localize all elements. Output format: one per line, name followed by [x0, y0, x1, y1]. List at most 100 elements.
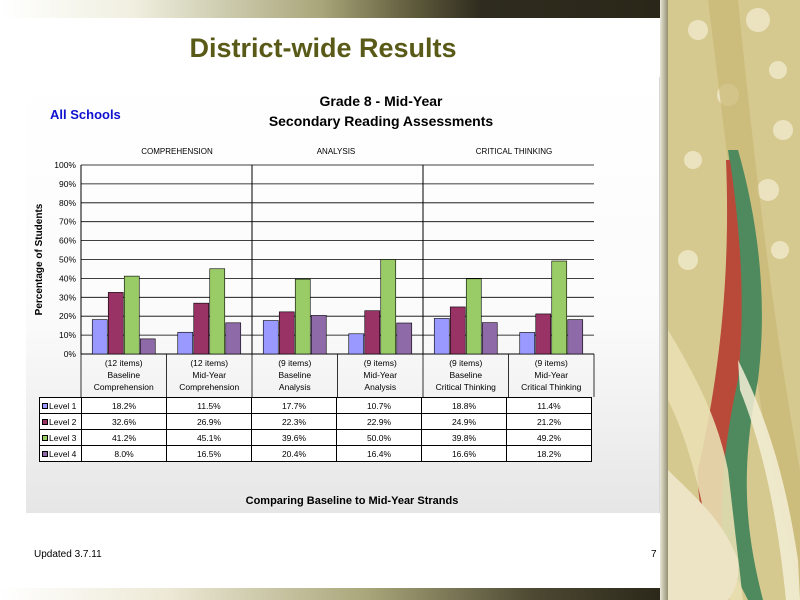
- chart-title: Grade 8 - Mid-Year: [319, 93, 443, 109]
- data-label: 18.2%: [81, 397, 167, 414]
- slide-title: District-wide Results: [189, 33, 457, 63]
- data-label: 22.9%: [336, 413, 422, 430]
- category-label: Analysis: [364, 382, 396, 392]
- data-label: 50.0%: [336, 429, 422, 446]
- category-label: (12 items): [190, 358, 228, 368]
- bottom-decorative-band: [0, 588, 668, 600]
- data-label: 20.4%: [251, 445, 337, 462]
- y-tick-label: 40%: [59, 273, 76, 283]
- category-label: Baseline: [278, 370, 311, 380]
- group-label-analysis: ANALYSIS: [316, 147, 356, 156]
- data-label: 45.1%: [166, 429, 252, 446]
- category-label: Comprehension: [94, 382, 154, 392]
- data-label: 21.2%: [506, 413, 592, 430]
- y-tick-label: 0%: [64, 349, 77, 359]
- data-label: 16.4%: [336, 445, 422, 462]
- bar-level-4: [567, 319, 584, 355]
- legend-label: Level 2: [49, 416, 77, 427]
- bar-level-3: [465, 278, 482, 355]
- y-axis-label: Percentage of Students: [34, 203, 45, 315]
- data-label: 10.7%: [336, 397, 422, 414]
- bar-level-3: [380, 259, 397, 355]
- bar-level-2: [107, 292, 124, 355]
- bar-level-1: [91, 319, 108, 355]
- legend-entry: Level 1: [39, 397, 82, 414]
- legend-entry: Level 2: [39, 413, 82, 430]
- data-label: 8.0%: [81, 445, 167, 462]
- top-decorative-band: [0, 0, 668, 18]
- bar-level-3: [123, 275, 140, 355]
- bar-chart-plot: 0% 10% 20% 30% 40% 50% 60% 70% 80% 90% 100% Percent…: [34, 160, 595, 397]
- data-label: 18.2%: [506, 445, 592, 462]
- y-tick-label: 80%: [59, 198, 76, 208]
- legend-swatch: [42, 451, 48, 458]
- data-label: 26.9%: [166, 413, 252, 430]
- legend-label: Level 4: [49, 448, 77, 459]
- bar-level-3: [294, 278, 311, 355]
- table-row: Level 4 8.0% 16.5% 20.4% 16.4% 16.6% 18.2%: [39, 445, 592, 462]
- group-label-critical-thinking: CRITICAL THINKING: [475, 147, 553, 156]
- y-tick-label: 10%: [59, 330, 76, 340]
- category-label: (12 items): [105, 358, 143, 368]
- bar-level-4: [310, 315, 327, 355]
- bar-level-4: [225, 322, 242, 355]
- category-label: Comprehension: [179, 382, 239, 392]
- bar-level-3: [551, 260, 568, 355]
- category-label: Mid-Year: [192, 370, 226, 380]
- y-tick-label: 90%: [59, 179, 76, 189]
- data-label: 17.7%: [251, 397, 337, 414]
- data-label: 39.8%: [421, 429, 507, 446]
- y-tick-label: 50%: [59, 255, 76, 265]
- legend-swatch: [42, 419, 48, 426]
- data-label: 41.2%: [81, 429, 167, 446]
- category-label: Mid-Year: [534, 370, 568, 380]
- data-label: 49.2%: [506, 429, 592, 446]
- bar-level-2: [278, 311, 295, 355]
- chart-subtitle: Secondary Reading Assessments: [268, 113, 494, 129]
- data-label: 39.6%: [251, 429, 337, 446]
- bar-level-2: [193, 302, 210, 355]
- bar-level-2: [535, 313, 552, 355]
- bar-level-1: [348, 333, 365, 355]
- category-label: Baseline: [107, 370, 140, 380]
- y-tick-label: 20%: [59, 311, 76, 321]
- y-tick-label: 60%: [59, 236, 76, 246]
- bar-level-1: [433, 318, 450, 355]
- legend-swatch: [42, 403, 48, 410]
- chart-area: Grade 8 - Mid-Year Secondary Reading Ass…: [26, 77, 660, 513]
- page-number: 7: [651, 549, 657, 560]
- bar-level-3: [209, 268, 226, 355]
- bar-level-4: [139, 338, 156, 355]
- group-label-comprehension: COMPREHENSION: [141, 147, 213, 156]
- category-label: Analysis: [279, 382, 311, 392]
- x-axis-title: Comparing Baseline to Mid-Year Strands: [245, 495, 459, 507]
- legend-entry: Level 4: [39, 445, 82, 462]
- decorative-divider: [660, 0, 670, 600]
- legend-label: Level 1: [49, 400, 77, 411]
- category-label: Critical Thinking: [521, 382, 582, 392]
- category-label: (9 items): [364, 358, 397, 368]
- data-label: 18.8%: [421, 397, 507, 414]
- y-tick-label: 30%: [59, 292, 76, 302]
- bar-level-2: [364, 310, 381, 355]
- bar-level-4: [396, 322, 413, 355]
- data-label: 32.6%: [81, 413, 167, 430]
- legend-entry: Level 3: [39, 429, 82, 446]
- data-label: 16.6%: [421, 445, 507, 462]
- y-tick-label: 70%: [59, 217, 76, 227]
- category-label: (9 items): [278, 358, 311, 368]
- category-label: Mid-Year: [363, 370, 397, 380]
- category-label: Critical Thinking: [436, 382, 497, 392]
- updated-date: Updated 3.7.11: [34, 549, 102, 560]
- floral-decorative-panel: [668, 0, 800, 600]
- all-schools-annotation: All Schools: [50, 107, 121, 122]
- legend-swatch: [42, 435, 48, 442]
- table-row: Level 2 32.6% 26.9% 22.3% 22.9% 24.9% 21.2%: [39, 413, 592, 430]
- chart-data-table: Level 1 18.2% 11.5% 17.7% 10.7% 18.8% 11.4% Lev…: [39, 397, 592, 462]
- data-label: 11.4%: [506, 397, 592, 414]
- table-row: Level 1 18.2% 11.5% 17.7% 10.7% 18.8% 11.4%: [39, 397, 592, 414]
- data-label: 16.5%: [166, 445, 252, 462]
- data-label: 11.5%: [166, 397, 252, 414]
- bar-level-4: [481, 322, 498, 355]
- bar-level-2: [449, 306, 466, 355]
